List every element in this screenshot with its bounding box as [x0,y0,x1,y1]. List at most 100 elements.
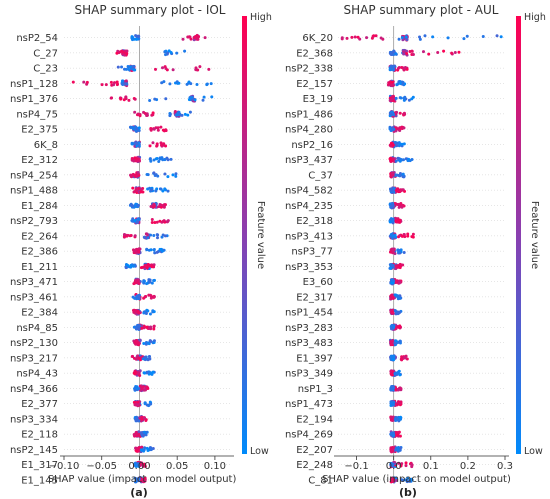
shap-point [142,416,146,420]
shap-point [405,480,409,484]
shap-point [134,430,138,434]
shap-point [142,296,146,300]
shap-point [154,67,158,71]
shap-point [173,109,177,113]
shap-point [135,37,139,41]
shap-point [143,401,147,405]
feature-label: nsP3_353 [285,262,333,273]
shap-point [396,371,400,375]
shap-point [398,96,402,100]
shap-point [135,126,139,130]
feature-points-nsP3_77 [388,247,406,256]
shap-point [398,296,402,300]
shap-point [137,357,141,361]
shap-point [140,445,144,449]
shap-point [148,99,152,103]
shap-point [129,174,133,178]
shap-point [398,294,402,298]
feature-points-nsP3_471 [132,277,157,286]
shap-point [399,464,403,468]
shap-point [159,143,163,147]
feature-points-nsP3_483 [388,338,402,347]
shap-point [130,142,134,146]
shap-point [193,98,197,102]
shap-point [126,233,130,237]
shap-point [132,190,136,194]
shap-point [396,295,400,299]
shap-point [340,37,344,41]
shap-point [133,234,137,238]
shap-point [125,49,129,53]
shap-point [151,141,155,145]
shap-point [408,159,412,163]
shap-point [137,141,141,145]
feature-label: C_27 [33,48,58,59]
feature-points-nsP3_461 [131,293,156,301]
shap-point [381,37,385,41]
feature-points-E2_384 [131,308,156,316]
shap-point [418,35,422,39]
feature-label: nsP4_269 [285,430,333,441]
shap-point [161,219,165,223]
shap-point [128,65,132,69]
feature-label: E1_397 [296,353,333,364]
shap-point [149,325,153,329]
feature-points-nsP4_75 [133,109,192,118]
shap-point [391,171,395,175]
shap-point [394,339,398,343]
panel-label: (a) [130,486,147,499]
shap-point [396,156,400,160]
shap-point [112,83,116,87]
shap-point [158,156,162,160]
shap-point [190,96,194,100]
shap-point [164,49,168,53]
shap-point [150,281,154,285]
shap-point [160,81,164,85]
feature-points-E2_207 [389,445,403,454]
shap-point [124,266,128,270]
shap-point [134,357,138,361]
shap-point [209,82,213,86]
shap-point [401,203,405,207]
shap-point [405,67,409,71]
shap-point [391,403,395,407]
shap-point [345,36,349,40]
shap-point [391,157,395,161]
feature-label: nsP1_488 [10,186,58,197]
shap-point [390,323,394,327]
panel-iol: SHAP summary plot - IOL nsP2_54 C_27 C_23ns… [10,3,272,499]
shap-point [389,204,393,208]
shap-point [133,310,137,314]
feature-label: E2_377 [21,399,58,410]
shap-point [165,156,169,160]
feature-points-nsP3_353 [388,262,405,271]
shap-point [116,65,120,69]
shap-point [127,98,131,102]
shap-point [149,402,153,406]
feature-label: E2_207 [296,445,333,456]
shap-point [165,68,169,72]
shap-point [148,312,152,316]
shap-point [393,372,397,376]
feature-points-nsP3_437 [388,156,414,164]
feature-label: E2_318 [296,216,333,227]
shap-point [149,204,153,208]
shap-point [144,355,148,359]
shap-point [131,204,135,208]
colorbar-low-label: Low [250,446,269,457]
shap-point [391,234,395,238]
shap-point [148,280,152,284]
shap-point [205,82,209,86]
feature-label: nsP4_43 [16,369,58,380]
shap-point [140,326,144,330]
shap-point [136,310,140,314]
shap-point [390,127,394,131]
feature-label: nsP4_75 [16,109,58,120]
shap-point [148,339,152,343]
shap-point [149,128,153,132]
feature-points-E2_317 [389,293,403,301]
feature-label: nsP4_582 [285,186,333,197]
shap-point [151,309,155,313]
shap-point [174,172,178,176]
shap-point [152,202,156,206]
